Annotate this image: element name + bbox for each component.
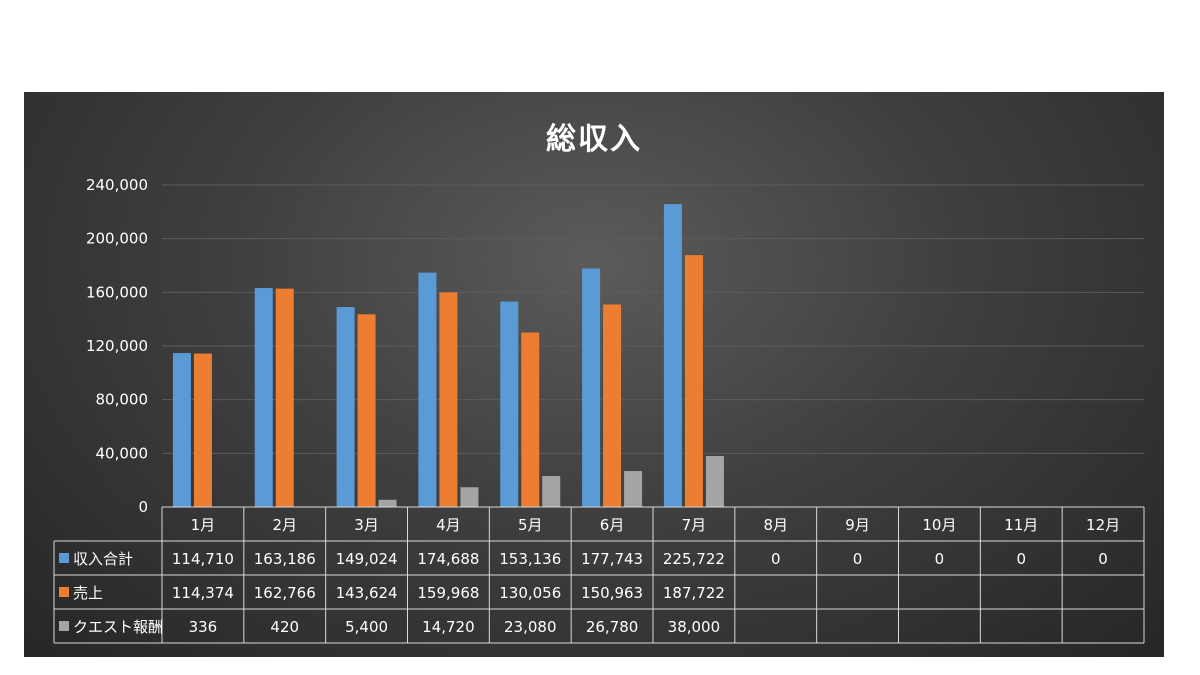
category-label: 11月 <box>1004 516 1038 534</box>
bar <box>542 476 561 507</box>
table-value: 174,688 <box>417 550 479 568</box>
y-tick-label: 200,000 <box>86 230 148 248</box>
chart-title: 総収入 <box>546 122 642 157</box>
category-label: 12月 <box>1086 516 1120 534</box>
table-value: 114,374 <box>172 584 234 602</box>
table-value: 0 <box>771 550 781 568</box>
bar <box>460 487 479 507</box>
table-value: 5,400 <box>345 618 388 636</box>
table-value: 114,710 <box>172 550 234 568</box>
series-label: クエスト報酬 <box>73 618 163 636</box>
category-label: 3月 <box>354 516 379 534</box>
table-value: 143,624 <box>336 584 398 602</box>
bar <box>439 292 458 507</box>
table-value: 0 <box>853 550 863 568</box>
y-tick-label: 0 <box>138 498 148 516</box>
table-value: 159,968 <box>417 584 479 602</box>
table-value: 14,720 <box>422 618 475 636</box>
table-value: 162,766 <box>254 584 316 602</box>
bar <box>418 272 437 507</box>
chart-svg: 0 40,000 80,000 120,000 160,000 200,000 240,00… <box>53 176 1145 644</box>
table-value: 23,080 <box>504 618 557 636</box>
category-label: 9月 <box>845 516 870 534</box>
table-value: 336 <box>189 618 218 636</box>
category-label: 10月 <box>922 516 956 534</box>
table-value: 225,722 <box>663 550 725 568</box>
series-label: 売上 <box>73 584 103 602</box>
series-label: 収入合計 <box>73 550 133 568</box>
table-value: 26,780 <box>586 618 639 636</box>
bar <box>336 307 355 507</box>
bar <box>254 288 273 507</box>
table-value: 420 <box>270 618 299 636</box>
axis-layer: 0 40,000 80,000 120,000 160,000 200,000 240,00… <box>86 176 148 516</box>
bar <box>684 255 703 507</box>
y-tick-label: 120,000 <box>86 337 148 355</box>
bar <box>500 301 519 507</box>
bar <box>663 204 682 507</box>
table-value: 150,963 <box>581 584 643 602</box>
chart-panel: 総収入 0 40,000 80,000 120,000 160,000 200,000 24… <box>24 92 1164 657</box>
category-label: 6月 <box>600 516 625 534</box>
table-value: 163,186 <box>254 550 316 568</box>
category-label: 1月 <box>191 516 216 534</box>
table-value: 38,000 <box>668 618 721 636</box>
bar <box>582 268 601 507</box>
bar <box>603 304 622 507</box>
bar <box>378 499 397 507</box>
bar <box>357 314 376 507</box>
category-label: 2月 <box>272 516 297 534</box>
table-value: 130,056 <box>499 584 561 602</box>
y-tick-label: 40,000 <box>96 444 149 462</box>
bar <box>172 353 191 507</box>
table-value: 0 <box>1098 550 1108 568</box>
bar <box>624 471 643 507</box>
bars-layer <box>172 204 724 507</box>
bar <box>521 332 540 507</box>
bar <box>193 353 212 507</box>
table-value: 187,722 <box>663 584 725 602</box>
grid-layer <box>162 184 1144 454</box>
table-value: 0 <box>935 550 945 568</box>
legend-swatch <box>59 621 69 631</box>
category-label: 5月 <box>518 516 543 534</box>
bar <box>275 288 294 507</box>
table-value: 153,136 <box>499 550 561 568</box>
legend-swatch <box>59 553 69 563</box>
y-tick-label: 160,000 <box>86 283 148 301</box>
bar <box>705 456 724 507</box>
y-tick-label: 240,000 <box>86 176 148 194</box>
legend-swatch <box>59 587 69 597</box>
table-value: 0 <box>1016 550 1026 568</box>
category-label: 4月 <box>436 516 461 534</box>
table-value: 177,743 <box>581 550 643 568</box>
y-tick-label: 80,000 <box>96 391 149 409</box>
category-label: 8月 <box>763 516 788 534</box>
category-label: 7月 <box>682 516 707 534</box>
table-value: 149,024 <box>336 550 398 568</box>
